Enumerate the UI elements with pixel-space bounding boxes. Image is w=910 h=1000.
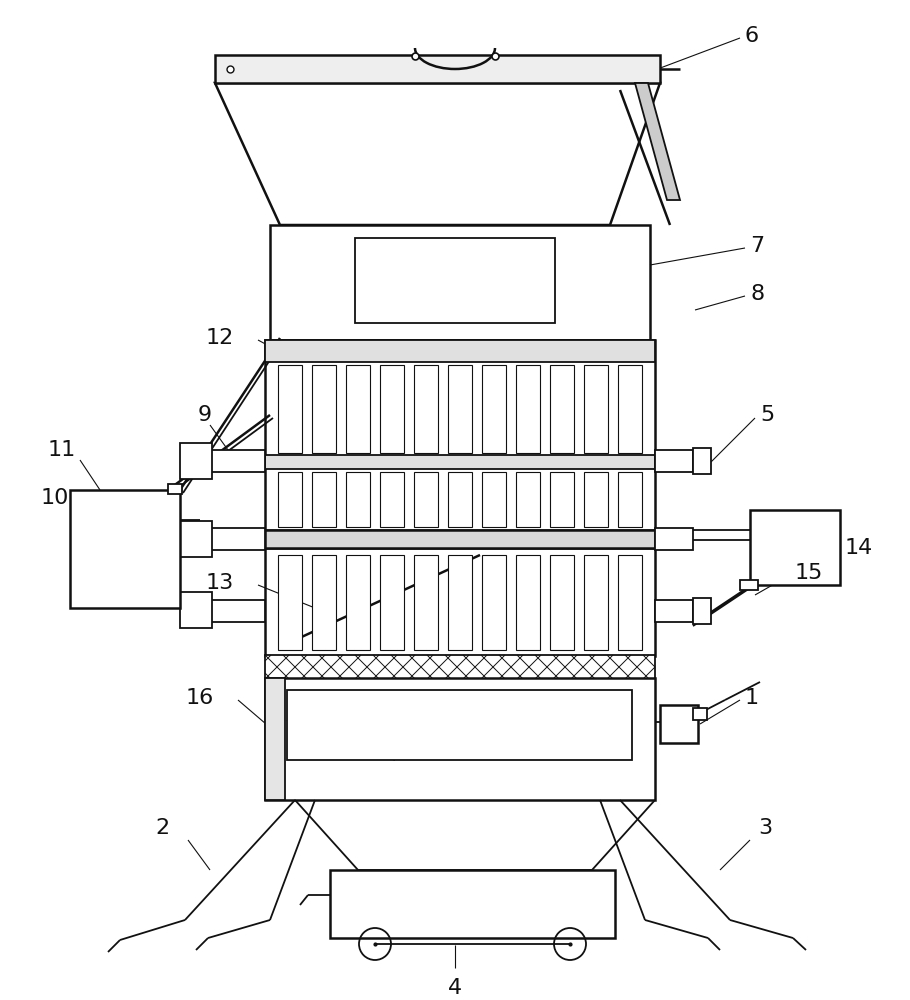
Bar	[750, 510, 840, 585]
Bar	[482, 365, 506, 453]
Text: 7: 7	[750, 236, 764, 256]
Text: 13: 13	[206, 573, 234, 593]
Text: 10: 10	[41, 488, 69, 508]
Bar	[312, 472, 336, 527]
Bar	[215, 55, 660, 83]
Bar	[618, 472, 642, 527]
Bar	[740, 580, 758, 590]
Text: 9: 9	[198, 405, 212, 425]
Bar	[584, 365, 608, 453]
Bar	[550, 365, 574, 453]
Bar	[200, 528, 265, 550]
Bar	[265, 340, 655, 362]
Text: 4: 4	[448, 978, 462, 998]
Bar	[200, 450, 265, 472]
Bar	[346, 365, 370, 453]
Bar	[448, 472, 472, 527]
Bar	[380, 365, 404, 453]
Bar	[180, 592, 212, 628]
Text: 8: 8	[750, 284, 764, 304]
Bar	[270, 225, 650, 340]
Bar	[414, 365, 438, 453]
Bar	[380, 555, 404, 650]
Bar	[180, 443, 212, 479]
Bar	[414, 555, 438, 650]
Bar	[584, 555, 608, 650]
Bar	[355, 238, 555, 323]
Bar	[660, 705, 698, 743]
Text: 3: 3	[758, 818, 772, 838]
Text: 12: 12	[206, 328, 234, 348]
Bar	[693, 708, 707, 720]
Bar	[265, 655, 655, 679]
Bar	[516, 365, 540, 453]
Bar	[265, 678, 285, 800]
Bar	[265, 530, 655, 548]
Bar	[693, 448, 711, 474]
Bar	[287, 690, 632, 760]
Bar	[330, 870, 615, 938]
Bar	[655, 600, 693, 622]
Bar	[200, 600, 265, 622]
Polygon shape	[215, 83, 660, 225]
Bar	[655, 450, 693, 472]
Bar	[380, 472, 404, 527]
Bar	[312, 555, 336, 650]
Bar	[265, 455, 655, 469]
Bar	[482, 555, 506, 650]
Bar	[265, 678, 655, 800]
Bar	[584, 472, 608, 527]
Text: 1: 1	[745, 688, 759, 708]
Bar	[693, 598, 711, 624]
Bar	[482, 472, 506, 527]
Bar	[550, 472, 574, 527]
Text: 6: 6	[745, 26, 759, 46]
Polygon shape	[635, 83, 680, 200]
Text: 15: 15	[795, 563, 824, 583]
Bar	[655, 528, 693, 550]
Bar	[346, 472, 370, 527]
Bar	[70, 490, 180, 608]
Bar	[168, 484, 182, 494]
Text: 16: 16	[186, 688, 214, 708]
Bar	[448, 555, 472, 650]
Text: 5: 5	[760, 405, 774, 425]
Bar	[346, 555, 370, 650]
Bar	[516, 472, 540, 527]
Bar	[265, 548, 655, 656]
Text: 2: 2	[155, 818, 169, 838]
Bar	[516, 555, 540, 650]
Bar	[312, 365, 336, 453]
Text: 11: 11	[48, 440, 76, 460]
Bar	[278, 365, 302, 453]
Bar	[414, 472, 438, 527]
Bar	[180, 521, 212, 557]
Bar	[278, 555, 302, 650]
Bar	[618, 555, 642, 650]
Bar	[618, 365, 642, 453]
Bar	[550, 555, 574, 650]
Bar	[448, 365, 472, 453]
Bar	[278, 472, 302, 527]
Bar	[265, 340, 655, 530]
Text: 14: 14	[845, 538, 874, 558]
